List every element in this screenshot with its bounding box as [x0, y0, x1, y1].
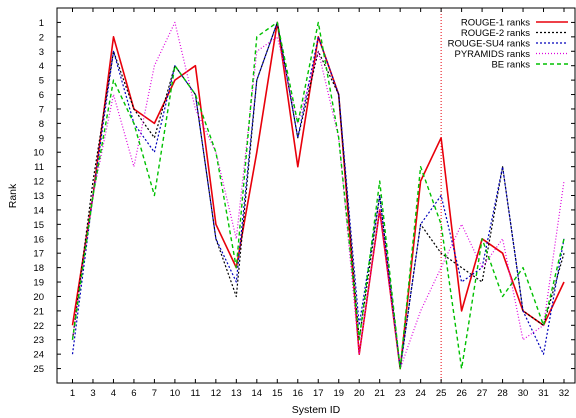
y-tick-label: 6	[39, 90, 44, 101]
series-line-2	[71, 21, 565, 370]
legend-label: ROUGE-SU4 ranks	[448, 39, 531, 50]
legend-label: BE ranks	[491, 60, 530, 71]
x-tick-label: 21	[374, 388, 385, 399]
y-tick-label: 23	[33, 335, 44, 346]
y-tick-label: 4	[39, 61, 44, 72]
x-tick-label: 12	[211, 388, 222, 399]
x-axis-title: System ID	[292, 404, 341, 416]
x-tick-label: 6	[131, 388, 136, 399]
y-tick-label: 20	[33, 292, 44, 303]
x-tick-label: 32	[559, 388, 570, 399]
x-tick-label: 11	[190, 388, 200, 399]
x-tick-label: 4	[111, 388, 116, 399]
y-tick-label: 25	[33, 364, 44, 375]
y-tick-label: 1	[39, 18, 44, 29]
x-tick-label: 19	[333, 388, 344, 399]
y-tick-label: 19	[33, 278, 44, 289]
y-axis-title: Rank	[7, 183, 19, 208]
x-tick-label: 3	[90, 388, 95, 399]
x-tick-label: 23	[395, 388, 406, 399]
y-tick-label: 9	[39, 133, 44, 144]
y-tick-label: 21	[33, 306, 44, 317]
y-tick-label: 10	[33, 148, 44, 159]
y-tick-label: 3	[39, 47, 44, 58]
y-tick-label: 13	[33, 191, 44, 202]
y-tick-label: 5	[39, 76, 44, 87]
x-tick-label: 1	[70, 388, 75, 399]
x-tick-label: 26	[456, 388, 467, 399]
y-tick-label: 14	[33, 205, 44, 216]
y-tick-label: 7	[39, 104, 44, 115]
y-tick-label: 8	[39, 119, 44, 130]
x-tick-label: 25	[436, 388, 447, 399]
x-axis-ticks: 1 3 4 6 7 10 11 12 13 14 15 16 17 19 20 21 23 24 25 26 27 28 3…	[70, 8, 569, 399]
y-tick-label: 17	[33, 249, 44, 260]
legend-label: ROUGE-2 ranks	[461, 28, 530, 39]
x-tick-label: 13	[231, 388, 242, 399]
legend-label: ROUGE-1 ranks	[461, 18, 530, 29]
x-tick-label: 16	[292, 388, 303, 399]
x-tick-label: 30	[518, 388, 529, 399]
y-tick-label: 16	[33, 234, 44, 245]
x-tick-label: 17	[313, 388, 324, 399]
x-tick-label: 14	[252, 388, 263, 399]
x-tick-label: 7	[152, 388, 157, 399]
series-layer	[71, 21, 565, 370]
y-tick-label: 15	[33, 220, 44, 231]
x-tick-label: 10	[170, 388, 181, 399]
y-tick-label: 11	[34, 162, 44, 173]
series-line-4	[71, 21, 565, 370]
series-line-5	[71, 21, 565, 370]
y-tick-label: 18	[33, 263, 44, 274]
y-tick-label: 24	[33, 350, 44, 361]
legend-label: PYRAMIDS ranks	[455, 49, 531, 60]
x-tick-label: 28	[497, 388, 508, 399]
x-tick-label: 20	[354, 388, 365, 399]
y-tick-label: 12	[33, 177, 44, 188]
y-tick-label: 22	[33, 321, 44, 332]
x-tick-label: 27	[477, 388, 488, 399]
x-tick-label: 24	[415, 388, 426, 399]
y-axis-ticks: 1234567891011121314151617181920212223242…	[33, 18, 575, 375]
y-tick-label: 2	[39, 32, 44, 43]
x-tick-label: 31	[538, 388, 549, 399]
x-tick-label: 15	[272, 388, 283, 399]
